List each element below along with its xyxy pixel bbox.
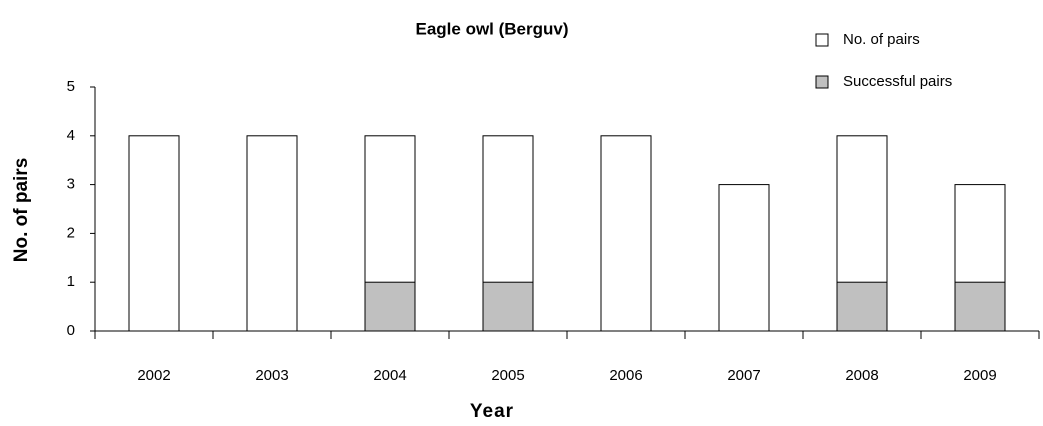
bar xyxy=(128,135,180,332)
x-tick-label: 2007 xyxy=(727,367,760,384)
x-tick-label: 2003 xyxy=(255,367,288,384)
bar xyxy=(954,281,1006,332)
legend-swatch xyxy=(815,75,829,89)
y-tick-label: 5 xyxy=(67,78,75,95)
y-tick-label: 4 xyxy=(67,127,75,144)
x-tick-label: 2005 xyxy=(491,367,524,384)
x-tick-label: 2006 xyxy=(609,367,642,384)
y-tick-label: 3 xyxy=(67,176,75,193)
bar xyxy=(482,281,534,332)
y-axis-label: No. of pairs xyxy=(11,158,32,263)
y-tick-label: 2 xyxy=(67,224,75,241)
x-tick-label: 2002 xyxy=(137,367,170,384)
legend-label: Successful pairs xyxy=(843,73,952,90)
bar xyxy=(600,135,652,332)
x-tick-label: 2009 xyxy=(963,367,996,384)
x-axis-label: Year xyxy=(470,401,514,422)
x-tick-label: 2008 xyxy=(845,367,878,384)
y-tick-label: 0 xyxy=(67,322,75,339)
legend-swatch xyxy=(815,33,829,47)
x-tick-label: 2004 xyxy=(373,367,406,384)
chart-title: Eagle owl (Berguv) xyxy=(415,19,568,38)
bar xyxy=(364,281,416,332)
legend-label: No. of pairs xyxy=(843,31,920,48)
bar xyxy=(836,281,888,332)
y-tick-label: 1 xyxy=(67,273,75,290)
bar xyxy=(246,135,298,332)
bar xyxy=(718,184,770,332)
